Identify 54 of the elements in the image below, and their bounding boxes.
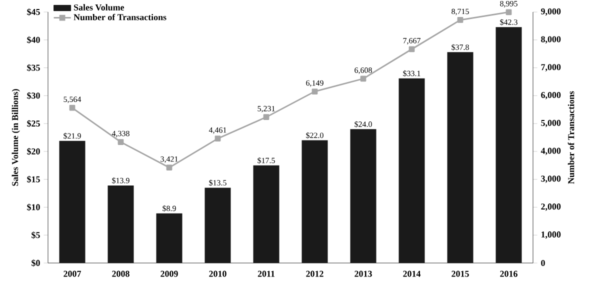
point <box>360 76 366 82</box>
y-tick-label: $10 <box>27 204 40 211</box>
y-tick-label: $35 <box>27 64 40 72</box>
x-tick-label: 2016 <box>500 270 518 277</box>
x-tick-label: 2009 <box>160 270 178 277</box>
y2-tick-label: 9,000 <box>541 8 561 16</box>
y-axis-title: Sales Volume (in Billions) <box>12 89 20 186</box>
y2-axis-title: Number of Transactions <box>568 91 574 184</box>
y2-tick-label: 3,000 <box>541 176 561 184</box>
y2-tick-label: 1,000 <box>541 231 561 239</box>
y-tick-label: $5 <box>32 232 40 239</box>
x-tick-label: 2007 <box>64 270 81 277</box>
point <box>408 46 415 52</box>
bar <box>302 140 328 263</box>
point <box>506 9 512 16</box>
point <box>166 164 172 171</box>
legend-label: Sales Volume <box>74 4 124 11</box>
bar <box>108 185 134 263</box>
x-tick-label: 2010 <box>209 270 226 277</box>
y2-tick-label: 7,000 <box>541 64 561 72</box>
y2-tick-label: 0 <box>541 260 545 266</box>
y2-tick-label: 2,000 <box>541 204 561 211</box>
bar <box>156 213 182 263</box>
x-tick-label: 2008 <box>112 270 130 277</box>
y2-tick-label: 8,000 <box>541 36 561 44</box>
x-tick-label: 2013 <box>354 270 372 277</box>
x-tick-label: 2015 <box>452 270 469 277</box>
x-tick-label: 2014 <box>403 270 421 277</box>
y-tick-label: $20 <box>27 148 40 156</box>
point <box>118 139 124 145</box>
legend-label: Number of Transactions <box>74 14 166 20</box>
point <box>457 17 464 23</box>
point <box>312 88 318 94</box>
bar <box>204 188 231 263</box>
bar <box>59 140 86 263</box>
point <box>214 136 221 142</box>
y2-tick-label: 4,000 <box>540 148 561 156</box>
y-tick-label: $0 <box>32 259 40 267</box>
point <box>69 104 76 111</box>
y2-tick-label: 6,000 <box>541 92 561 100</box>
y-tick-label: $40 <box>27 36 40 44</box>
bar <box>447 52 474 263</box>
y2-tick-label: 5,000 <box>541 120 561 128</box>
point <box>263 114 270 120</box>
x-tick-label: 2012 <box>306 270 324 277</box>
bar <box>496 27 522 263</box>
y-tick-label: $30 <box>27 92 40 100</box>
y-tick-label: $15 <box>27 176 40 183</box>
x-tick-label: 2011 <box>258 270 275 277</box>
y-tick-label: $45 <box>27 8 40 16</box>
bar <box>398 78 425 263</box>
y-tick-label: $25 <box>27 120 40 128</box>
bar <box>350 129 376 263</box>
bar <box>253 165 280 263</box>
